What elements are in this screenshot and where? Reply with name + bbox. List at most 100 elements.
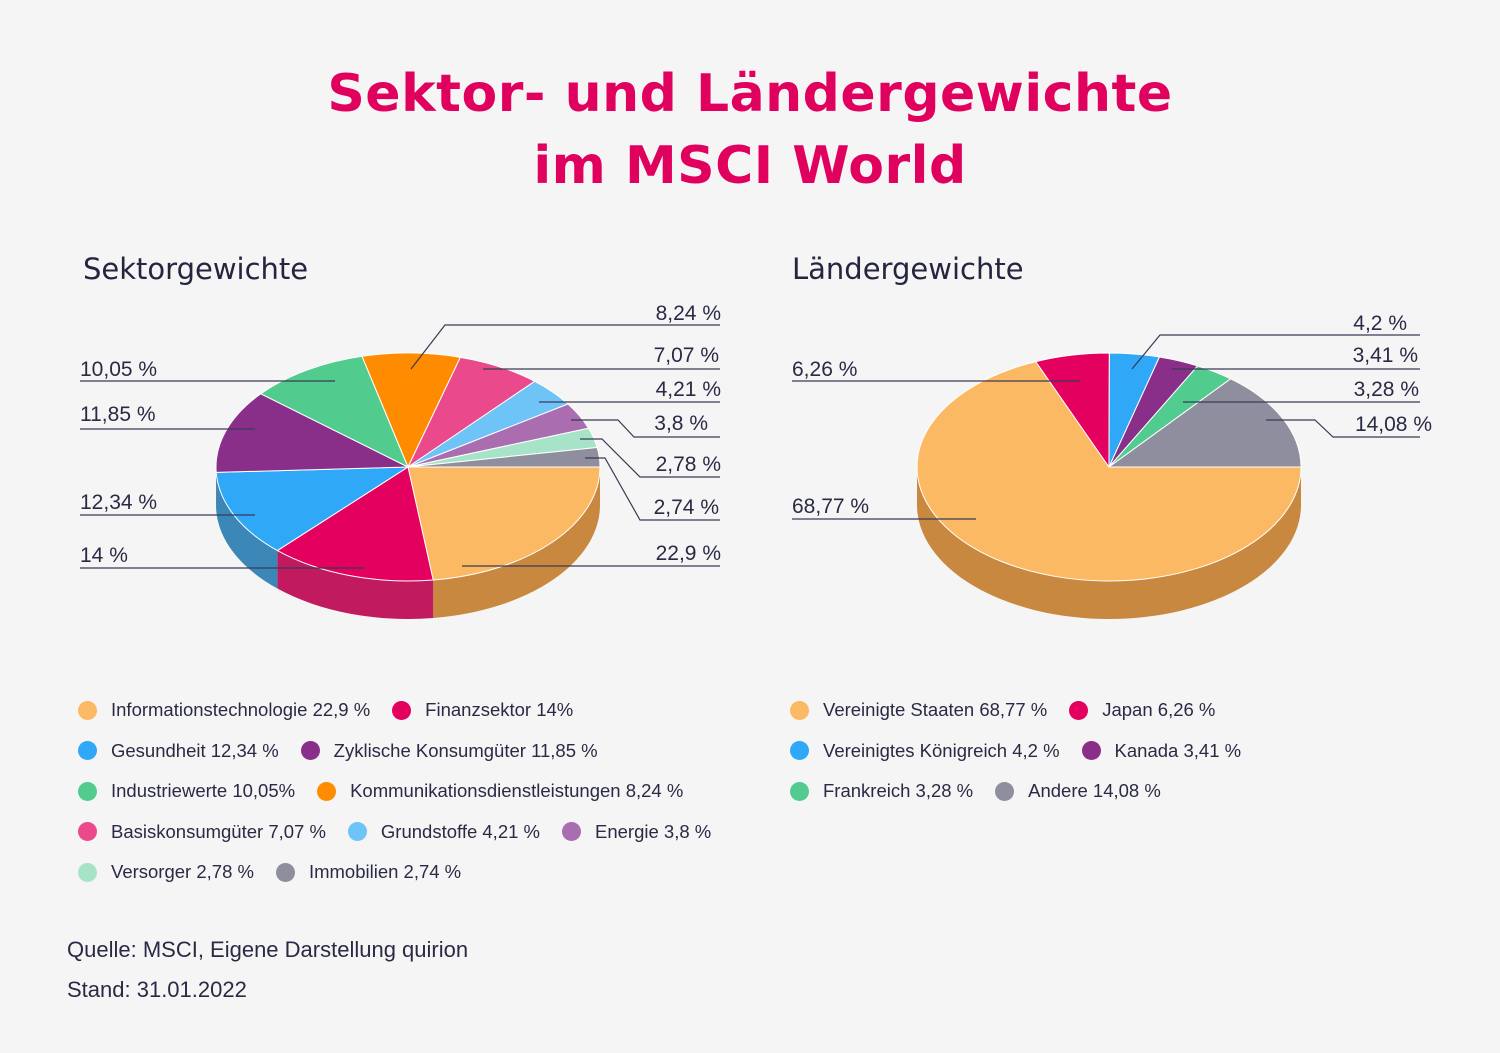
country-legend: Vereinigte Staaten 68,77 % Japan 6,26 % Ve… [790,690,1310,812]
country-legend-item-kanada: Kanada 3,41 % [1081,739,1242,762]
sector-legend: Informationstechnologie 22,9 % Finanzsekt… [78,690,768,893]
legend-dot-icon [347,822,367,842]
country-label-vereinigte-staaten: 68,77 % [792,495,869,518]
sector-label-gesundheit: 12,34 % [80,491,157,514]
country-slice-vereinigte-staaten [916,361,1302,582]
sector-legend-item-grundstoffe: Grundstoffe 4,21 % [347,820,540,843]
legend-label: Energie 3,8 % [595,820,712,842]
country-slice-andere [1108,378,1302,468]
legend-dot-icon [78,700,97,720]
sector-slice-finanzsektor [276,466,434,582]
legend-dot-icon [1081,741,1101,761]
legend-label: Basiskonsumgüter 7,07 % [111,820,326,842]
legend-label: Finanzsektor 14% [425,699,574,721]
sector-label-informationstechnologie: 22,9 % [656,542,721,565]
legend-label: Gesundheit 12,34 % [111,739,279,761]
sector-leader-kommunikationsdienstleistungen [410,324,720,370]
sector-legend-item-versorger: Versorger 2,78 % [78,861,254,883]
legend-label: Grundstoffe 4,21 % [380,820,540,842]
country-leader-vereinigtes-koenigreich [1131,334,1420,370]
legend-label: Informationstechnologie 22,9 % [111,699,371,721]
legend-label: Japan 6,26 % [1102,699,1216,721]
legend-dot-icon [78,822,97,842]
sector-legend-item-kommunikationsdienstleistungen: Kommunikationsdienstleistungen 8,24 % [317,780,683,802]
legend-dot-icon [1069,700,1089,720]
sector-chart-title: Sektorgewichte [83,252,309,286]
country-legend-item-frankreich: Frankreich 3,28 % [790,780,973,802]
sector-label-finanzsektor: 14 % [80,544,128,567]
sector-leader-energie [571,419,720,438]
legend-dot-icon [300,741,320,761]
country-legend-item-vereinigtes-koenigreich: Vereinigtes Königreich 4,2 % [790,740,1060,762]
country-chart-title: Ländergewichte [792,252,1024,286]
title-line-1: Sektor- und Ländergewichte [327,64,1173,124]
sector-label-basiskonsumgueter: 7,07 % [654,344,719,367]
sector-slice-informationstechnologie [407,466,601,581]
sector-label-immobilien: 2,74 % [654,496,719,519]
country-legend-item-vereinigte-staaten: Vereinigte Staaten 68,77 % [790,699,1047,721]
sector-leader-versorger [580,438,720,478]
legend-label: Immobilien 2,74 % [308,861,462,883]
sector-side-informationstechnologie [433,467,600,619]
country-legend-item-japan: Japan 6,26 % [1069,699,1215,721]
sector-slice-industriewerte [260,355,409,468]
country-legend-item-andere: Andere 14,08 % [995,780,1161,802]
legend-dot-icon [790,741,809,761]
sector-legend-item-basiskonsumgueter: Basiskonsumgüter 7,07 % [78,821,326,843]
date-note: Stand: 31.01.2022 [67,977,247,1002]
sector-slice-zyklische-konsumgueter [215,393,409,473]
legend-dot-icon [790,781,809,801]
sector-legend-item-gesundheit: Gesundheit 12,34 % [78,740,279,762]
legend-row: Informationstechnologie 22,9 % Finanzsekt… [78,690,768,731]
legend-dot-icon [78,781,97,801]
legend-label: Versorger 2,78 % [111,861,254,883]
sector-leader-immobilien [585,457,720,521]
country-label-frankreich: 3,28 % [1354,378,1419,401]
sector-slice-immobilien [407,446,601,468]
legend-dot-icon [275,862,295,882]
legend-dot-icon [78,862,97,882]
country-label-japan: 6,26 % [792,358,857,381]
sector-label-zyklische-konsumgueter: 11,85 % [80,403,156,426]
sector-slice-kommunikationsdienstleistungen [361,352,461,468]
legend-row: Vereinigtes Königreich 4,2 % Kanada 3,41 … [790,731,1310,772]
sector-legend-item-industriewerte: Industriewerte 10,05% [78,780,295,802]
sector-label-energie: 3,8 % [654,412,708,435]
legend-label: Frankreich 3,28 % [823,780,974,802]
sector-legend-item-immobilien: Immobilien 2,74 % [275,861,462,883]
legend-label: Zyklische Konsumgüter 11,85 % [333,739,598,761]
sector-label-versorger: 2,78 % [656,453,721,476]
sector-label-kommunikationsdienstleistungen: 8,24 % [656,302,721,325]
legend-row: Basiskonsumgüter 7,07 % Grundstoffe 4,21 … [78,812,768,853]
legend-label: Kanada 3,41 % [1114,739,1242,761]
sector-legend-item-finanzsektor: Finanzsektor 14% [392,699,573,721]
legend-dot-icon [790,700,809,720]
sector-label-industriewerte: 10,05 % [80,358,157,381]
legend-label: Vereinigtes Königreich 4,2 % [823,739,1060,761]
legend-label: Industriewerte 10,05% [111,780,296,802]
country-label-kanada: 3,41 % [1353,344,1418,367]
country-side-vereinigte-staaten [917,467,1301,619]
legend-row: Vereinigte Staaten 68,77 % Japan 6,26 % [790,690,1310,731]
legend-dot-icon [317,781,337,801]
legend-dot-icon [392,700,412,720]
sector-legend-item-informationstechnologie: Informationstechnologie 22,9 % [78,699,370,721]
legend-label: Vereinigte Staaten 68,77 % [823,699,1048,721]
page-title: Sektor- und Ländergewichte im MSCI World [0,58,1500,202]
legend-dot-icon [78,741,97,761]
legend-dot-icon [995,781,1015,801]
country-label-vereinigtes-koenigreich: 4,2 % [1353,312,1407,335]
legend-row: Versorger 2,78 % Immobilien 2,74 % [78,852,768,893]
sector-legend-item-zyklische-konsumgueter: Zyklische Konsumgüter 11,85 % [300,739,598,762]
sector-legend-item-energie: Energie 3,8 % [562,821,711,843]
legend-row: Industriewerte 10,05% Kommunikationsdiens… [78,771,768,812]
sector-label-grundstoffe: 4,21 % [656,378,721,401]
country-label-andere: 14,08 % [1355,413,1432,436]
legend-label: Kommunikationsdienstleistungen 8,24 % [350,780,684,802]
legend-row: Gesundheit 12,34 % Zyklische Konsumgüter … [78,731,768,772]
legend-label: Andere 14,08 % [1028,780,1161,802]
title-line-2: im MSCI World [533,136,967,196]
legend-row: Frankreich 3,28 % Andere 14,08 % [790,771,1310,812]
country-leader-andere [1266,419,1420,438]
